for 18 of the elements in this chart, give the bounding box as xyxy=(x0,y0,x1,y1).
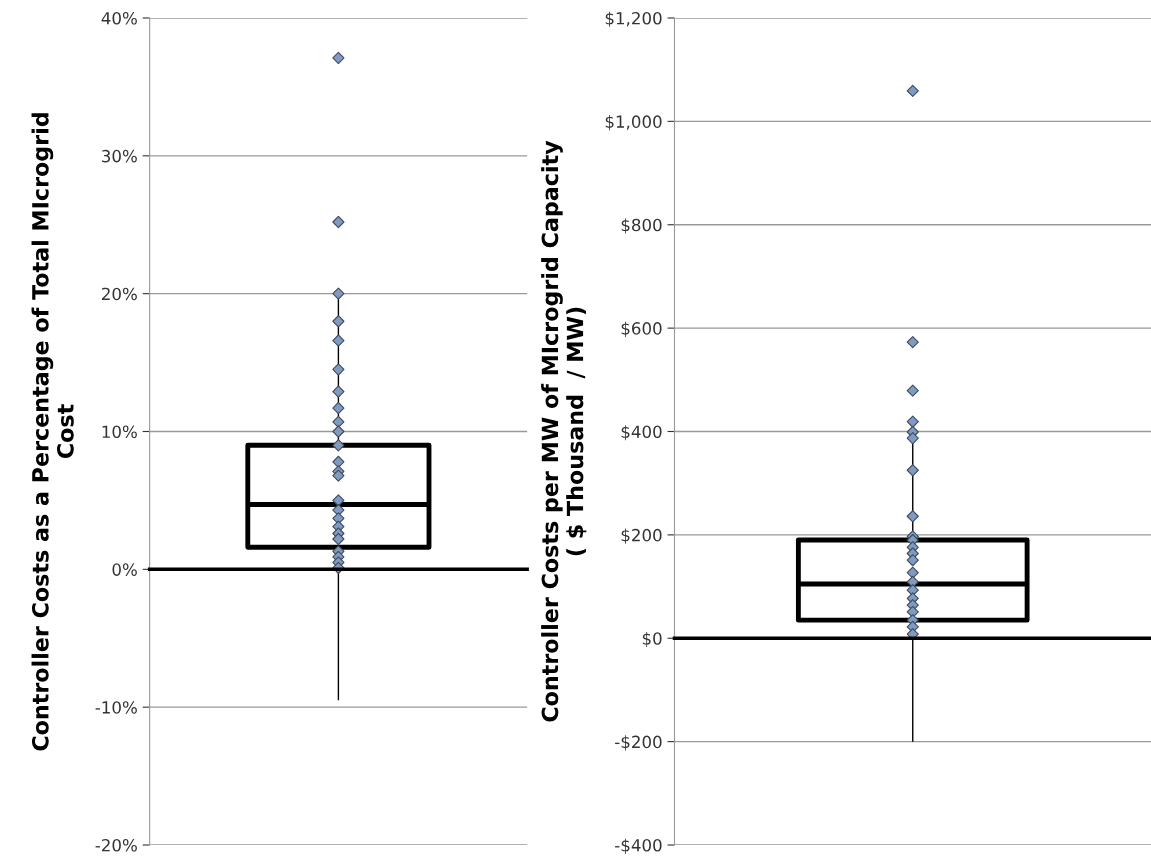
y-tick-label: 30% xyxy=(102,149,137,163)
y-tick-label: -$200 xyxy=(615,735,662,751)
y-tick-label: $200 xyxy=(621,528,662,544)
y-tick-label: 10% xyxy=(102,425,137,439)
y-tick-label: 0% xyxy=(112,563,137,576)
y-axis-title: Controller Costs as a Percentage of Total MIcrogrid Cost xyxy=(31,113,74,751)
y-tick-label: -$400 xyxy=(615,838,662,854)
y-tick-label: $0 xyxy=(642,631,662,648)
y-tick-label: $1,200 xyxy=(605,11,662,27)
y-tick-label: 20% xyxy=(102,287,137,301)
y-axis-title: Controller Costs per MW of MIcrogrid Capacity ( $ Thousand / MW) xyxy=(541,140,587,722)
y-tick-label: $800 xyxy=(621,218,662,234)
y-tick-label: $600 xyxy=(621,321,662,337)
y-tick-label: 40% xyxy=(101,11,137,25)
y-tick-label: $400 xyxy=(621,425,662,441)
y-tick-label: -20% xyxy=(95,838,137,852)
y-tick-label: -10% xyxy=(95,701,137,714)
y-tick-label: $1,000 xyxy=(605,115,662,131)
